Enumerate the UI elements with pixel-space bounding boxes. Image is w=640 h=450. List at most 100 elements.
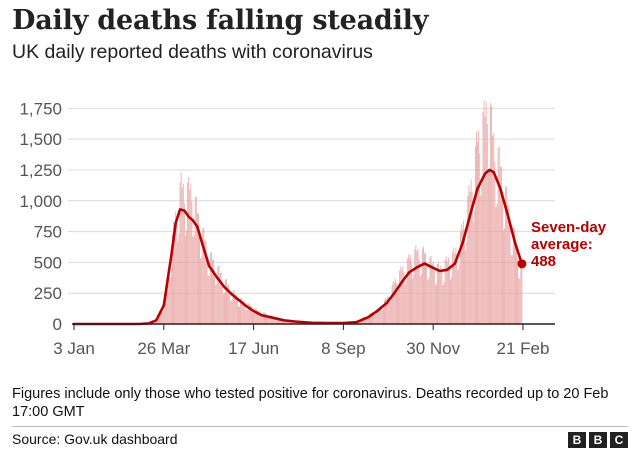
- daily-bar: [494, 162, 496, 324]
- daily-bar: [248, 303, 250, 324]
- daily-bar: [198, 213, 199, 324]
- deaths-chart: 0 250 500 750 1,000 1,250 1,500 1,750 3 Jan 26 M…: [19, 99, 606, 358]
- daily-bar: [367, 317, 369, 324]
- daily-bar: [226, 279, 227, 324]
- daily-bar: [283, 321, 285, 324]
- daily-bar: [162, 312, 164, 324]
- daily-bar: [487, 171, 489, 324]
- daily-bar: [159, 312, 160, 324]
- daily-bar: [420, 273, 422, 324]
- daily-bar: [167, 268, 169, 324]
- daily-bar: [431, 263, 433, 324]
- daily-bar: [444, 259, 446, 324]
- daily-bar: [505, 186, 507, 324]
- daily-bar: [364, 316, 366, 324]
- daily-bar: [428, 278, 430, 324]
- daily-bar: [214, 269, 216, 324]
- daily-bar: [383, 308, 384, 324]
- daily-bar: [238, 306, 239, 324]
- daily-bar: [493, 132, 495, 324]
- daily-bar: [502, 191, 503, 324]
- daily-bar: [385, 297, 386, 324]
- daily-bar: [453, 247, 455, 324]
- daily-bar: [427, 279, 429, 324]
- daily-bar: [429, 257, 431, 324]
- daily-bar: [259, 312, 261, 324]
- bbc-logo-letter-b2: B: [589, 432, 607, 448]
- daily-bar: [221, 281, 223, 324]
- daily-bar: [279, 317, 280, 324]
- daily-bar: [392, 281, 394, 324]
- daily-bar: [484, 116, 486, 324]
- daily-bar: [456, 254, 458, 324]
- daily-bar: [155, 320, 157, 324]
- daily-bar: [441, 272, 443, 324]
- daily-bar: [443, 281, 445, 324]
- daily-bar: [227, 284, 229, 324]
- daily-bar: [269, 317, 271, 324]
- daily-bar: [265, 313, 266, 324]
- daily-bar: [211, 252, 212, 324]
- daily-bar: [424, 253, 425, 324]
- daily-bar: [513, 228, 515, 324]
- daily-bar: [208, 275, 210, 324]
- daily-bar: [163, 309, 165, 324]
- daily-bar: [360, 320, 362, 324]
- daily-bar: [220, 272, 222, 324]
- daily-bar: [521, 262, 523, 324]
- daily-bar: [394, 279, 396, 324]
- daily-bar: [165, 283, 167, 324]
- daily-bar: [410, 254, 411, 324]
- daily-bar: [374, 315, 376, 324]
- daily-bar: [432, 262, 434, 324]
- daily-bar: [216, 284, 218, 324]
- daily-bar: [254, 313, 256, 324]
- daily-bar: [246, 309, 248, 324]
- daily-bar: [202, 228, 204, 324]
- daily-bar: [280, 318, 282, 324]
- daily-bar: [379, 305, 381, 324]
- daily-bar: [234, 294, 236, 324]
- daily-bar: [166, 279, 168, 324]
- y-tick-label: 1,000: [19, 192, 62, 211]
- daily-bar: [370, 312, 371, 324]
- daily-bar: [476, 131, 477, 324]
- daily-bar: [228, 284, 230, 324]
- daily-bar: [268, 317, 270, 324]
- daily-bar: [404, 284, 406, 324]
- daily-bar: [207, 275, 209, 324]
- daily-bar: [398, 289, 399, 324]
- y-tick-label: 250: [34, 284, 62, 303]
- daily-bar: [510, 255, 512, 324]
- axes: [72, 323, 555, 330]
- daily-bar: [174, 223, 175, 324]
- daily-bar: [422, 248, 423, 324]
- daily-bar: [249, 306, 251, 324]
- daily-bar: [518, 278, 520, 324]
- daily-bar: [481, 185, 483, 324]
- x-tick-label: 3 Jan: [53, 339, 95, 358]
- daily-bar: [418, 258, 420, 324]
- daily-bar: [257, 310, 259, 324]
- y-axis-labels: 0 250 500 750 1,000 1,250 1,500 1,750: [19, 99, 62, 334]
- daily-bar: [500, 166, 502, 324]
- daily-bar: [396, 283, 397, 324]
- daily-bar: [519, 278, 521, 324]
- daily-bar: [292, 321, 293, 324]
- daily-bar: [230, 301, 232, 324]
- daily-bar: [503, 230, 504, 324]
- daily-bar: [232, 290, 234, 324]
- annotation-text: 488: [531, 253, 556, 270]
- daily-bar: [190, 183, 192, 324]
- daily-bar: [365, 316, 367, 324]
- daily-bar: [217, 266, 219, 324]
- y-tick-label: 1,250: [19, 161, 62, 180]
- daily-bar: [251, 306, 252, 324]
- daily-bar: [496, 203, 498, 324]
- daily-bar: [498, 146, 500, 324]
- daily-bar: [375, 314, 377, 324]
- y-tick-label: 0: [53, 315, 62, 334]
- daily-bar: [475, 146, 476, 324]
- daily-bar: [244, 304, 246, 324]
- daily-bar: [467, 195, 469, 324]
